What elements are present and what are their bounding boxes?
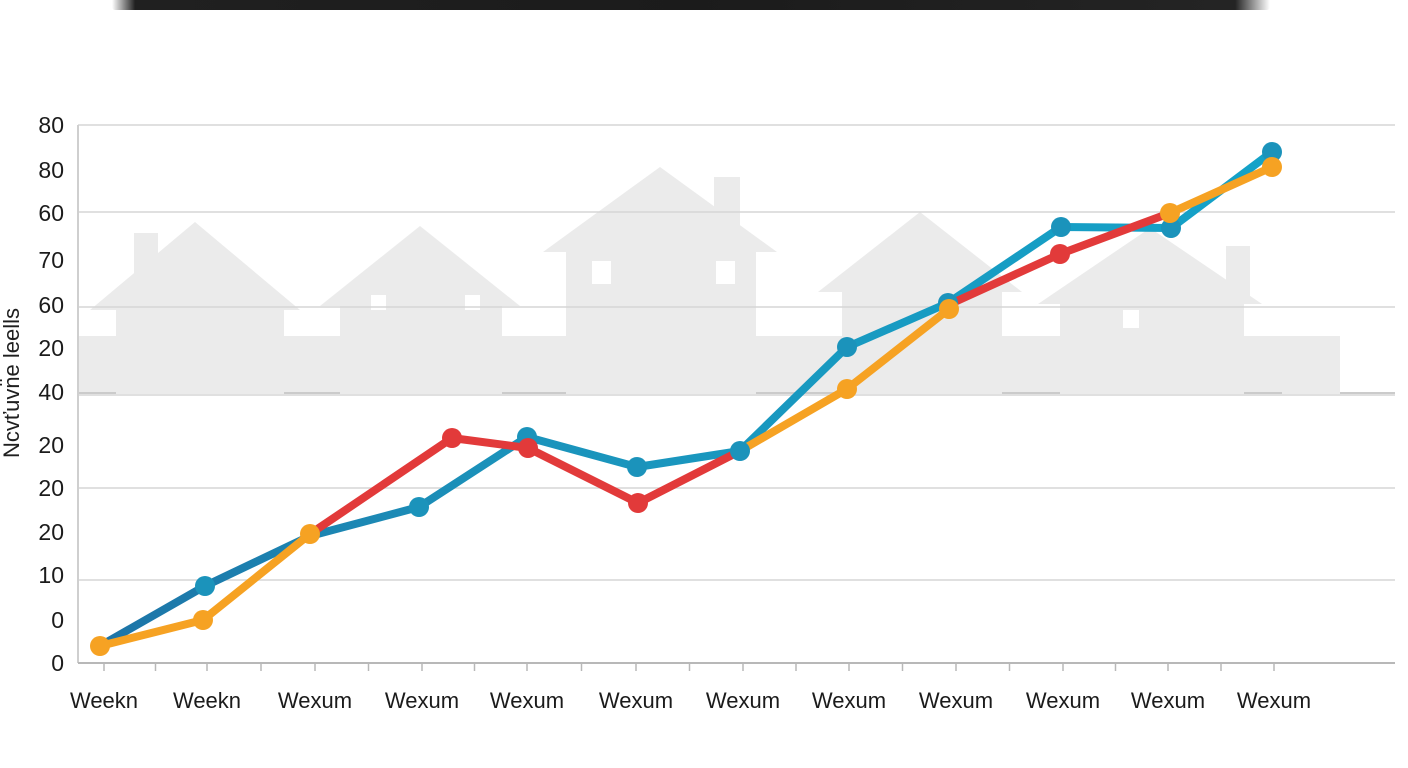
y-tick-label: 80	[38, 112, 64, 138]
data-point-orange	[193, 610, 213, 630]
data-point-blue	[1262, 142, 1282, 162]
y-tick-label: 20	[38, 432, 64, 458]
data-point-blue	[627, 457, 647, 477]
y-tick-label: 60	[38, 292, 64, 318]
y-tick-label: 20	[38, 519, 64, 545]
data-point-red	[518, 438, 538, 458]
y-tick-label: 80	[38, 157, 64, 183]
house-roof	[320, 226, 520, 306]
window	[592, 261, 611, 284]
house-body	[340, 302, 502, 394]
data-point-red	[442, 428, 462, 448]
house-roof	[543, 167, 777, 252]
chimney	[1226, 246, 1250, 304]
x-tick-label: Wexum	[490, 688, 564, 713]
data-point-blue	[1161, 218, 1181, 238]
data-points	[90, 142, 1282, 656]
data-point-blue	[730, 441, 750, 461]
house-body	[1282, 338, 1340, 394]
x-tick-label: Wexum	[812, 688, 886, 713]
window	[716, 261, 735, 284]
data-point-blue	[837, 337, 857, 357]
x-tick-label: Wexum	[1026, 688, 1100, 713]
data-point-blue	[409, 497, 429, 517]
house-body	[1060, 298, 1244, 394]
x-tick-label: Wexum	[1131, 688, 1205, 713]
x-tick-label: Wexum	[919, 688, 993, 713]
series-lines	[96, 148, 1276, 650]
data-point-orange	[300, 524, 320, 544]
data-point-orange	[837, 379, 857, 399]
x-tick-label: Weekn	[70, 688, 138, 713]
y-tick-label: 20	[38, 475, 64, 501]
y-tick-label: 20	[38, 335, 64, 361]
y-tick-label: 0	[51, 607, 64, 633]
chimney	[714, 177, 740, 252]
data-point-orange	[1160, 203, 1180, 223]
data-point-orange	[90, 636, 110, 656]
houses-watermark	[78, 167, 1395, 394]
x-tick-label: Wexum	[706, 688, 780, 713]
data-point-orange	[1262, 157, 1282, 177]
y-tick-label: 60	[38, 200, 64, 226]
data-point-blue	[1051, 217, 1071, 237]
y-tick-label: 10	[38, 562, 64, 588]
data-point-orange	[939, 299, 959, 319]
y-tick-label: 0	[51, 650, 64, 676]
y-tick-label: 70	[38, 247, 64, 273]
data-point-red	[628, 493, 648, 513]
house-roof	[1038, 228, 1262, 304]
x-tick-label: Wexum	[278, 688, 352, 713]
x-tick-label: Wexum	[1237, 688, 1311, 713]
data-point-blue	[195, 576, 215, 596]
top-edge-artifact	[112, 0, 1270, 10]
y-tick-label: 40	[38, 379, 64, 405]
series-line-orange	[1166, 163, 1276, 217]
window	[1123, 310, 1139, 328]
x-tick-label: Wexum	[599, 688, 673, 713]
x-tick-label: Weekn	[173, 688, 241, 713]
house-roof	[818, 212, 1022, 292]
data-point-red	[1050, 244, 1070, 264]
house-body	[116, 306, 284, 394]
house-roof	[90, 222, 300, 310]
x-tick-label: Wexum	[385, 688, 459, 713]
chimney	[134, 233, 158, 310]
